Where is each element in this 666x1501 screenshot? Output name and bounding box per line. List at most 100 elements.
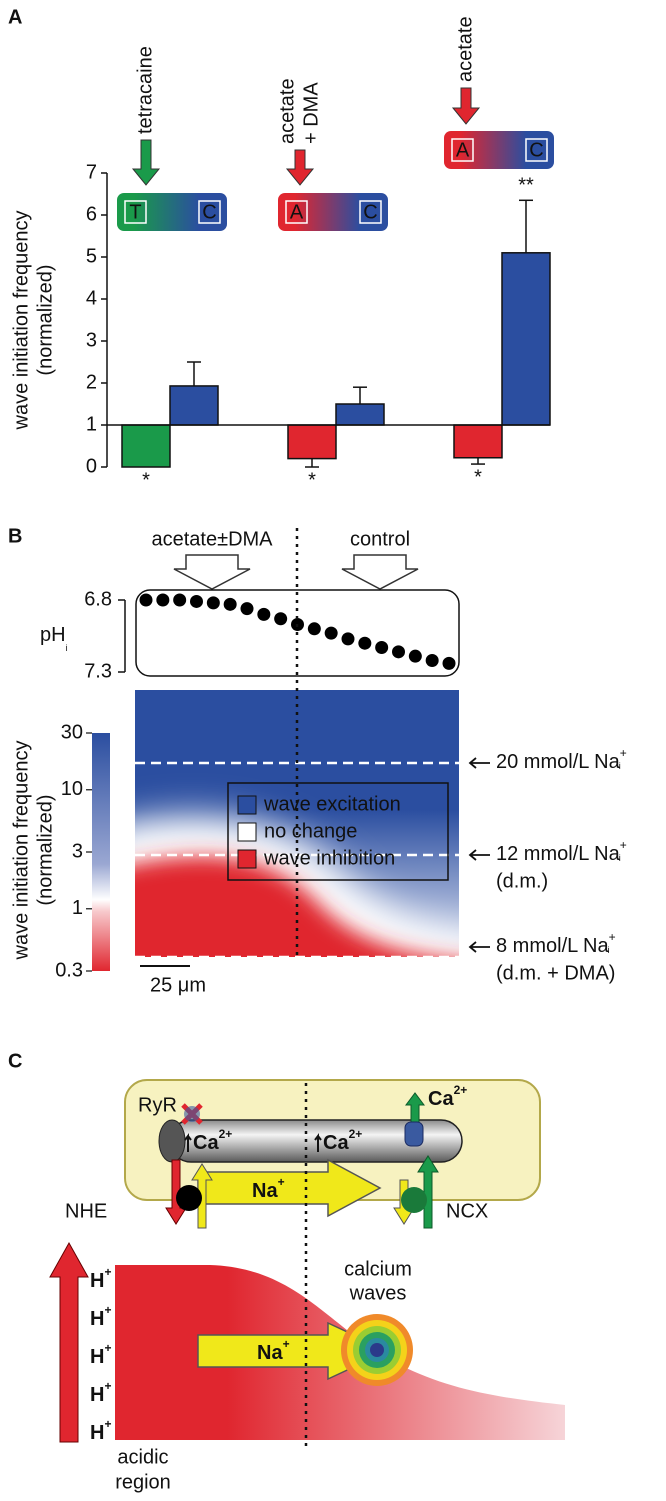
level-label-base: 8 mmol/L Na	[496, 935, 610, 957]
legend-swatch	[237, 822, 257, 842]
y-axis-label: wave initiation frequency	[10, 740, 32, 960]
ca-label: Ca2+	[323, 1127, 362, 1154]
box-letter-frame	[198, 200, 221, 224]
legend-swatch	[237, 849, 257, 869]
box-letter: C	[363, 201, 377, 223]
box-letter: A	[456, 139, 470, 161]
region-label: region	[115, 1471, 171, 1493]
box-letter: C	[529, 139, 543, 161]
ph-dot	[190, 594, 203, 608]
proton-label-sup: +	[104, 1303, 111, 1317]
na-label: Na+	[257, 1337, 290, 1364]
y-axis-label-base: pH	[40, 624, 66, 646]
level-label: 12 mmol/L Na+ i	[496, 838, 627, 865]
treatment-label: acetate	[454, 16, 476, 82]
box-letter: T	[129, 201, 141, 223]
ph-dot	[442, 656, 456, 670]
ph-dot	[139, 593, 153, 607]
ca-label: Ca2+	[428, 1083, 467, 1110]
ph-dot	[307, 622, 321, 636]
level-label-sup: +	[620, 838, 627, 852]
ph-dot	[341, 632, 355, 646]
level-label-base: 12 mmol/L Na	[496, 843, 621, 865]
proton-label-sup: +	[104, 1265, 111, 1279]
level-label-sub: i	[619, 761, 621, 771]
scale-bar-label: 25 μm	[150, 974, 206, 996]
level-label: 8 mmol/L Na+ i	[496, 930, 616, 957]
waves-label: calcium	[344, 1258, 412, 1280]
significance-marker: *	[142, 469, 150, 491]
level-label-sub: i	[608, 945, 610, 955]
cylinder-end	[158, 1119, 186, 1163]
colorbar-tick-label: 1	[72, 897, 83, 919]
treatment-arrow	[451, 87, 481, 125]
panel-label: B	[8, 525, 22, 547]
colorbar-tick-label: 10	[61, 778, 83, 800]
y-axis-label: wave initiation frequency	[10, 210, 32, 430]
y-tick-label: 2	[86, 371, 97, 393]
waves-label: waves	[349, 1282, 407, 1304]
proton-label-sup: +	[104, 1417, 111, 1431]
box-letter-frame	[525, 138, 548, 162]
level-label-sup: +	[620, 746, 627, 760]
ncx-transporter	[401, 1187, 427, 1213]
box-letter-frame	[124, 200, 147, 224]
ncx-label: NCX	[446, 1200, 488, 1222]
treatment-arrow	[131, 139, 161, 186]
box-letter-frame	[451, 138, 474, 162]
legend-box	[227, 782, 449, 881]
box-letter: A	[290, 201, 304, 223]
proton-label: H+	[90, 1379, 111, 1406]
ph-dot	[173, 593, 187, 607]
ryr-label: RyR	[138, 1094, 177, 1116]
level-label-base: 20 mmol/L Na	[496, 751, 621, 773]
na-label-sup: +	[283, 1337, 290, 1351]
condition-label: acetate±DMA	[151, 528, 273, 550]
proton-label-base: H	[90, 1308, 104, 1330]
bar	[335, 403, 385, 426]
ncx-ca-arrow	[417, 1155, 439, 1229]
na-label: Na+	[252, 1175, 285, 1202]
panel-label: A	[8, 6, 22, 28]
na-label-sup: +	[278, 1175, 285, 1189]
ph-dot	[408, 649, 422, 663]
level-note: (d.m. + DMA)	[496, 962, 615, 984]
significance-marker: *	[474, 466, 482, 488]
proton-label-base: H	[90, 1384, 104, 1406]
legend-swatch	[237, 795, 257, 815]
bar	[121, 424, 171, 468]
colorbar-tick-label: 3	[72, 840, 83, 862]
y-tick-label: 1	[86, 413, 97, 435]
level-arrow	[468, 941, 490, 953]
ph-dot	[240, 602, 254, 616]
hollow-arrow	[341, 554, 419, 590]
y-tick-label: 7	[86, 161, 97, 183]
ca-label-sup: 2+	[454, 1083, 468, 1097]
colorbar-tick-label: 30	[61, 721, 83, 743]
level-note: (d.m.)	[496, 870, 548, 892]
flux-arrow	[184, 1133, 192, 1152]
box-letter: C	[202, 201, 216, 223]
proton-arrow	[49, 1241, 89, 1443]
treatment-label: + DMA	[300, 82, 322, 144]
treatment-label: acetate	[276, 78, 298, 144]
ca-label-sup: 2+	[349, 1127, 363, 1141]
nhe-label: NHE	[65, 1200, 107, 1222]
ryr-channel	[184, 1106, 200, 1122]
panel-label: C	[8, 1050, 22, 1072]
ph-dot	[257, 607, 271, 621]
level-label: 20 mmol/L Na+ i	[496, 746, 627, 773]
ca-label-base: Ca	[428, 1088, 454, 1110]
proton-label: H+	[90, 1341, 111, 1368]
level-label-sup: +	[609, 930, 616, 944]
legend-label: wave excitation	[263, 793, 401, 815]
ph-dot	[425, 653, 439, 667]
ph-dot	[358, 636, 372, 650]
y-axis-label-sub: i	[66, 643, 68, 653]
proton-label-base: H	[90, 1346, 104, 1368]
ph-dot	[156, 593, 170, 607]
proton-label: H+	[90, 1303, 111, 1330]
proton-label-sup: +	[104, 1379, 111, 1393]
